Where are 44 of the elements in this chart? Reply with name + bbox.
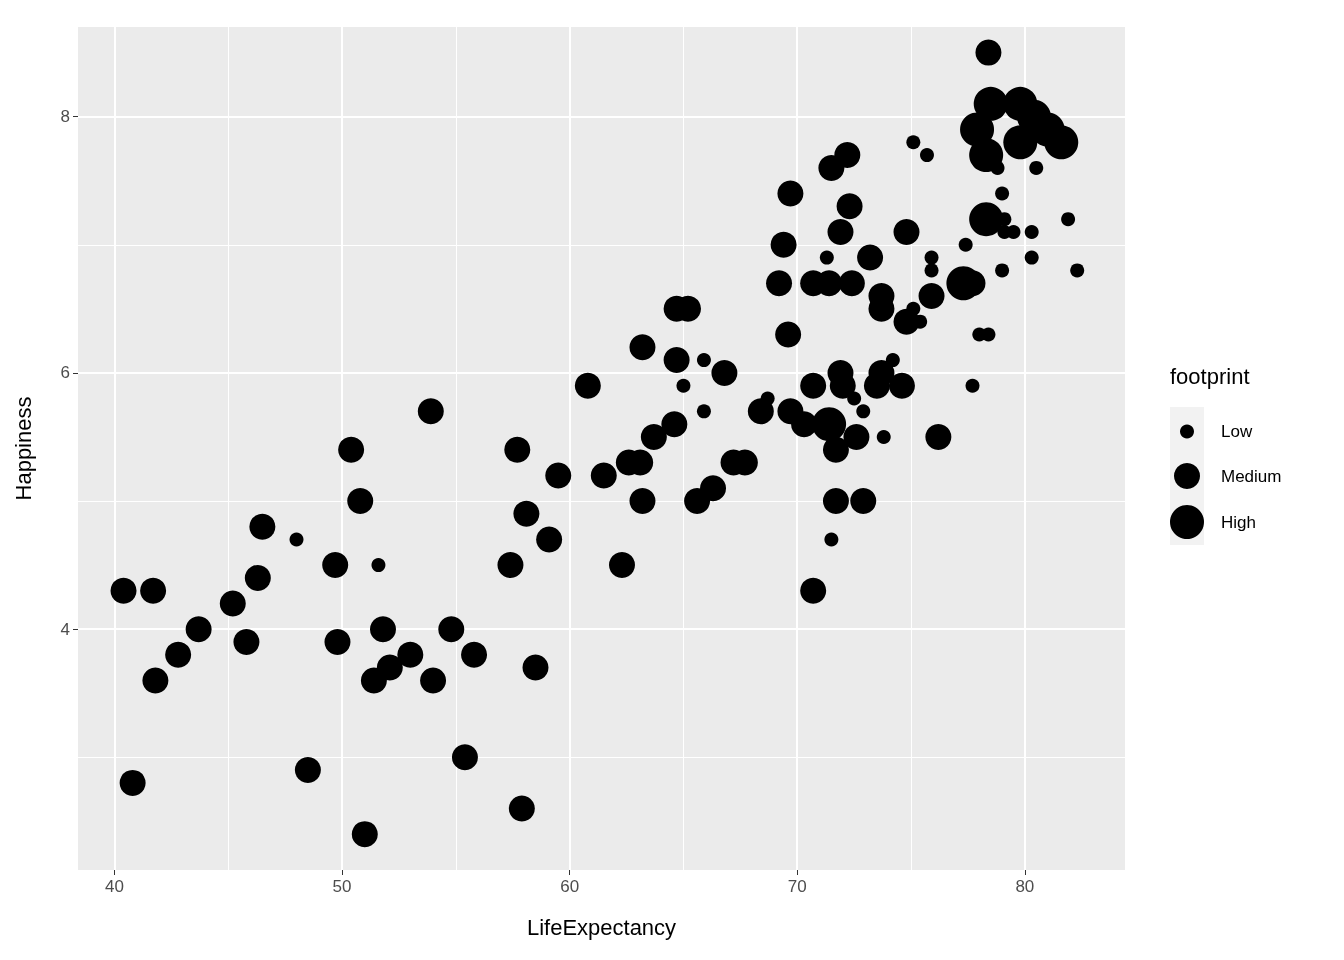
point [1029,160,1044,175]
point [965,378,980,393]
point [824,532,839,547]
point [969,138,1004,173]
x-tick-label: 60 [560,877,580,896]
point [856,404,871,419]
point [1003,125,1038,160]
point [1044,125,1079,160]
point [924,250,939,265]
point [919,148,934,163]
point [819,250,834,265]
point [289,532,304,547]
point [924,263,939,278]
point [958,237,973,252]
y-tick-label: 4 [60,619,70,639]
point [1006,224,1021,239]
point [371,558,386,573]
point [1061,212,1076,227]
point [995,263,1010,278]
x-axis-title: LifeExpectancy [526,914,677,940]
legend-label: Medium [1221,466,1282,486]
y-axis-title: Happiness [10,396,36,501]
point [960,112,995,147]
point [676,378,691,393]
point [981,327,996,342]
legend-label: Low [1221,422,1253,441]
point [969,202,1004,237]
x-tick-label: 40 [104,877,124,896]
legend-label: High [1221,512,1256,532]
x-tick-label: 50 [332,877,352,896]
y-tick-label: 6 [60,363,70,383]
x-tick-label: 80 [1015,877,1035,896]
x-tick-label: 70 [787,877,807,896]
point [876,429,891,444]
point [1070,263,1085,278]
point [696,353,711,368]
point [1024,250,1039,265]
point [812,407,847,442]
point [906,135,921,150]
legend-title: footprint [1170,363,1250,389]
point [696,404,711,419]
point [1024,224,1039,239]
y-tick-label: 8 [60,107,70,127]
point [995,186,1010,201]
